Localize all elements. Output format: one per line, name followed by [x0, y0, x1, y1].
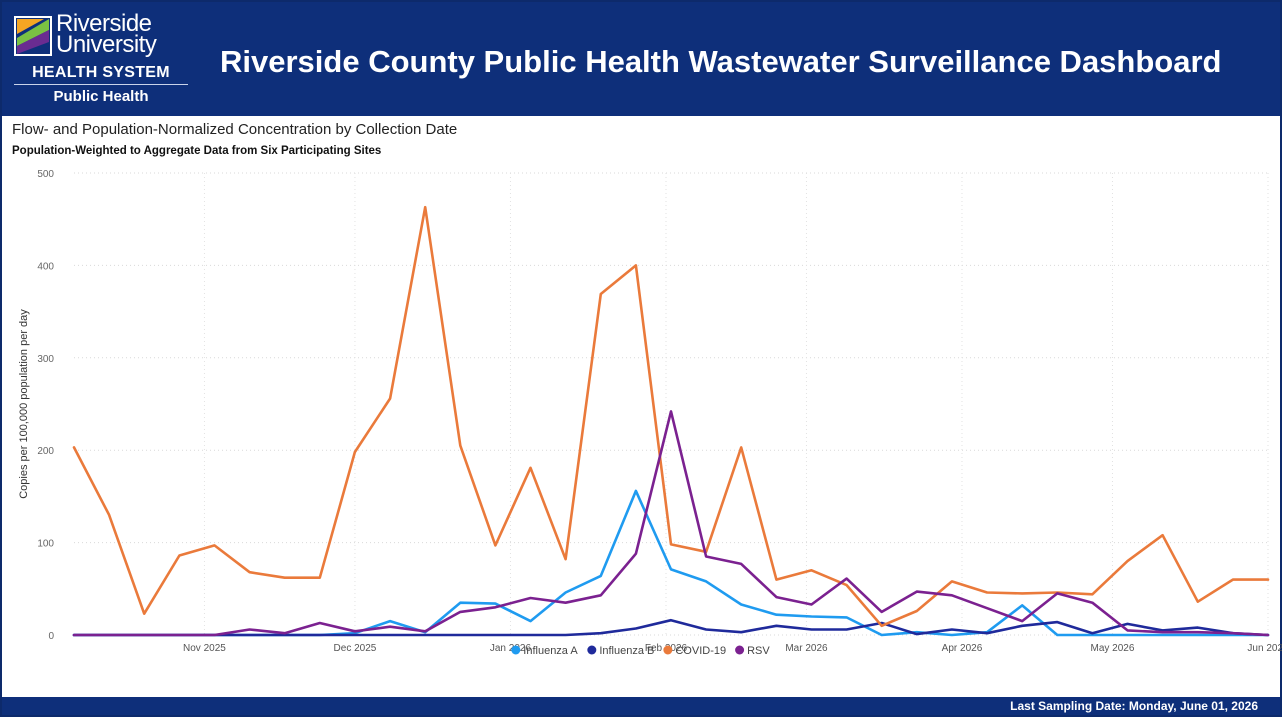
- chart-legend[interactable]: Influenza A Influenza B COVID-19 RSV: [511, 645, 770, 657]
- last-sampling-date: Last Sampling Date: Monday, June 01, 202…: [1010, 699, 1258, 713]
- series-line-covid-19: [72, 205, 1270, 628]
- y-axis-label: Copies per 100,000 population per day: [18, 309, 30, 499]
- dashboard-footer: Last Sampling Date: Monday, June 01, 202…: [2, 697, 1280, 715]
- logo-mark-icon: [14, 16, 52, 56]
- logo-text-line3: HEALTH SYSTEM: [32, 64, 170, 81]
- legend-label-covid-19[interactable]: COVID-19: [675, 645, 726, 657]
- y-tick-label: 300: [37, 354, 54, 365]
- dashboard-title: Riverside County Public Health Wastewate…: [220, 44, 1222, 79]
- rush-public-health-logo: Riverside University HEALTH SYSTEM Publi…: [12, 10, 198, 106]
- x-tick-label: Dec 2025: [334, 643, 377, 654]
- x-tick-label: Mar 2026: [785, 643, 828, 654]
- y-tick-label: 100: [37, 539, 54, 550]
- line-chart: 0 100 200 300 400 500 Nov 2025 Dec 2025 Jan 2026…: [18, 169, 1282, 657]
- series-line-influenza-a: [72, 489, 1270, 637]
- x-tick-label: Apr 2026: [942, 643, 983, 654]
- x-tick-label: Jan 2026: [490, 643, 532, 654]
- legend-marker-influenza-b[interactable]: [587, 645, 597, 655]
- logo-text-line1: Riverside: [56, 10, 152, 37]
- legend-marker-rsv[interactable]: [735, 645, 745, 655]
- chart-gridlines: [74, 172, 1269, 636]
- logo-divider: [14, 84, 188, 85]
- dashboard-header: Riverside University HEALTH SYSTEM Publi…: [2, 2, 1280, 116]
- series-line-influenza-b: [72, 618, 1270, 637]
- y-tick-label: 500: [37, 169, 54, 180]
- legend-label-rsv[interactable]: RSV: [747, 645, 770, 657]
- y-tick-label: 200: [37, 446, 54, 457]
- y-tick-label: 400: [37, 261, 54, 272]
- x-tick-label: May 2026: [1091, 643, 1135, 654]
- legend-marker-influenza-a[interactable]: [511, 645, 521, 655]
- chart-subtitle: Population-Weighted to Aggregate Data fr…: [12, 145, 382, 157]
- series-line-rsv: [72, 410, 1270, 637]
- chart-axes: 0 100 200 300 400 500 Nov 2025 Dec 2025 Jan 2026…: [18, 169, 1282, 654]
- legend-label-influenza-a[interactable]: Influenza A: [523, 645, 578, 657]
- logo-text-line2: University: [56, 31, 157, 58]
- legend-marker-covid-19[interactable]: [663, 645, 673, 655]
- chart-series: [72, 205, 1270, 637]
- logo-text-line4: Public Health: [53, 88, 149, 105]
- chart-title: Flow- and Population-Normalized Concentr…: [12, 121, 458, 138]
- x-tick-label: Nov 2025: [183, 643, 226, 654]
- legend-label-influenza-b[interactable]: Influenza B: [599, 645, 654, 657]
- y-tick-label: 0: [48, 631, 54, 642]
- x-tick-label: Jun 2026: [1247, 643, 1282, 654]
